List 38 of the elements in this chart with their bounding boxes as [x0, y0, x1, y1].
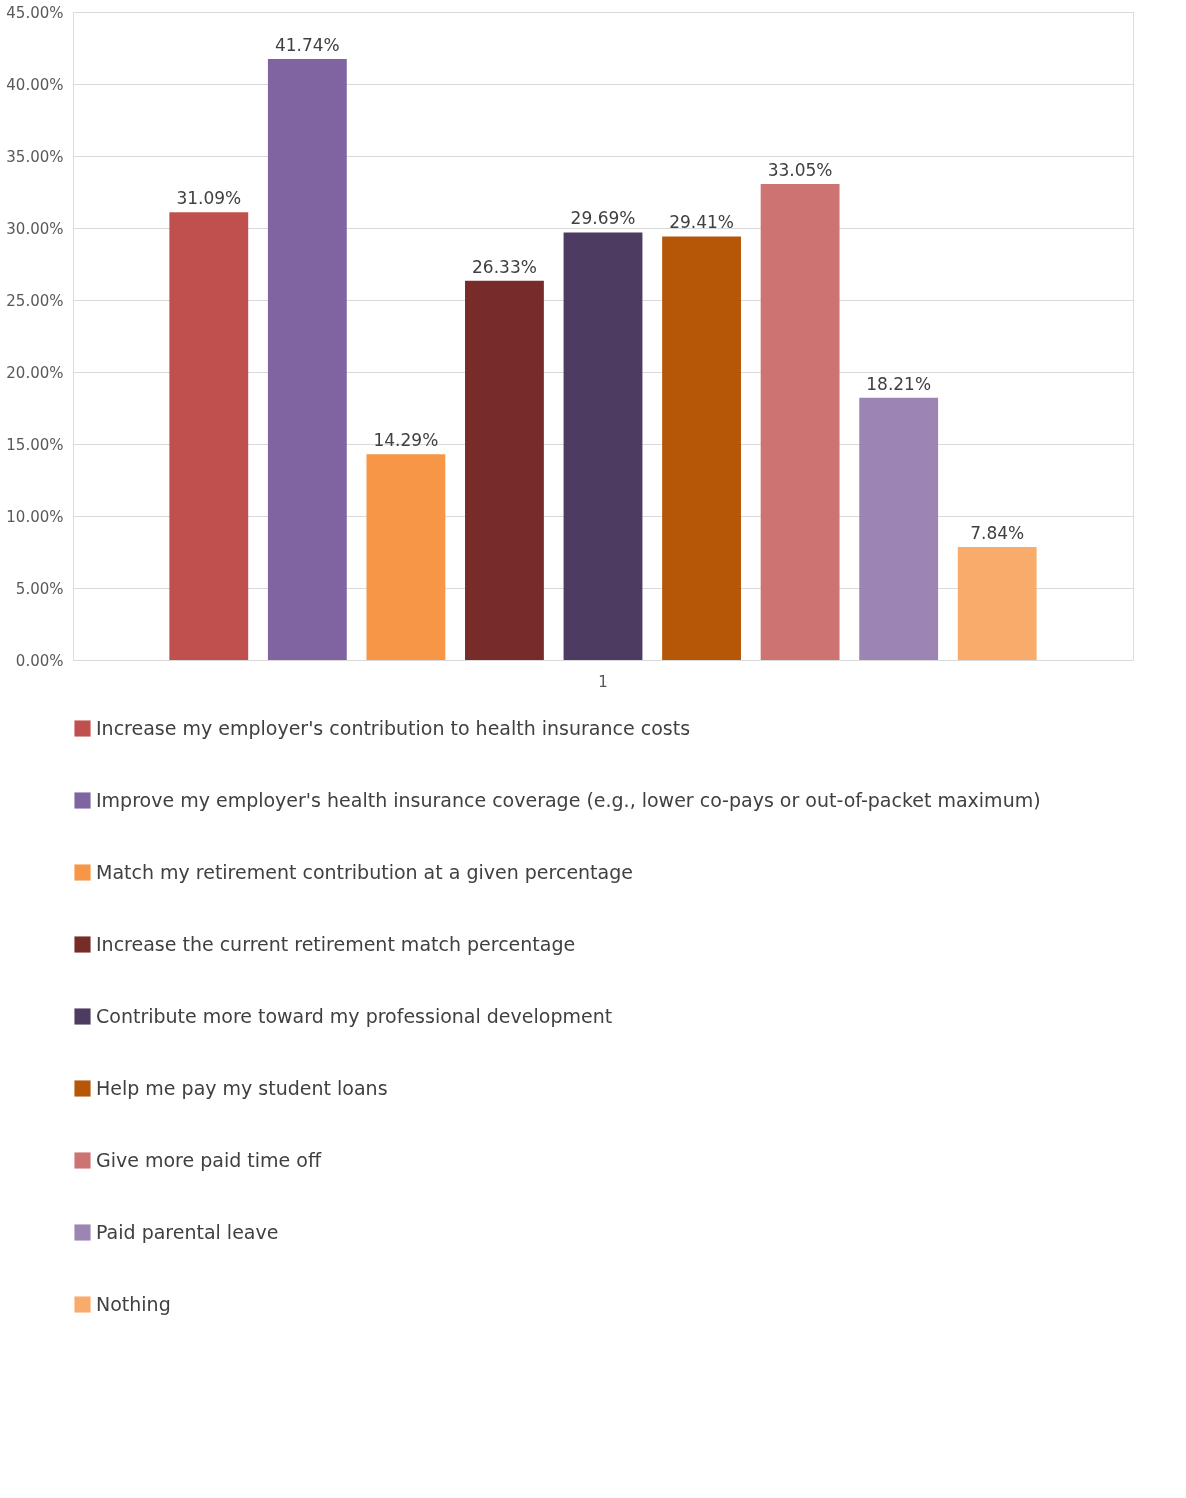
data-label: 29.41% — [669, 212, 734, 233]
legend-label: Nothing — [96, 1292, 171, 1315]
legend-label: Match my retirement contribution at a given percentage — [96, 860, 633, 883]
bar — [760, 184, 840, 660]
y-tick-label: 0.00% — [15, 651, 64, 670]
y-tick-label: 5.00% — [15, 579, 64, 598]
legend-label: Help me pay my student loans — [96, 1076, 388, 1099]
y-tick-label: 35.00% — [6, 147, 64, 166]
y-tick-label: 15.00% — [6, 435, 64, 454]
data-label: 18.21% — [866, 373, 932, 394]
data-label: 7.84% — [970, 523, 1025, 544]
bar — [662, 236, 741, 660]
bar — [169, 212, 249, 660]
y-tick-label: 20.00% — [6, 363, 64, 382]
legend-label: Paid parental leave — [96, 1220, 279, 1243]
legend-label: Increase my employer's contribution to health insurance costs — [96, 716, 691, 739]
y-tick-label: 10.00% — [6, 507, 64, 526]
legend-label: Give more paid time off — [96, 1148, 322, 1171]
legend-label: Increase the current retirement match percentage — [96, 932, 576, 955]
data-label: 33.05% — [767, 160, 833, 181]
data-label: 29.69% — [570, 208, 636, 229]
x-tick-label: 1 — [598, 672, 608, 691]
bar — [465, 280, 544, 660]
y-tick-label: 25.00% — [6, 291, 64, 310]
data-label: 14.29% — [373, 430, 439, 451]
legend-label: Improve my employer's health insurance coverage (e.g., lower co-pays or out-of-packet maximum) — [96, 788, 1041, 811]
data-label: 41.74% — [274, 34, 340, 55]
data-label: 26.33% — [472, 256, 537, 277]
bar — [859, 397, 939, 660]
bar — [267, 58, 347, 660]
bar — [957, 547, 1037, 660]
data-label: 31.09% — [176, 188, 242, 209]
y-tick-label: 40.00% — [6, 75, 64, 94]
legend-label: Contribute more toward my professional development — [96, 1004, 613, 1027]
y-tick-label: 30.00% — [6, 219, 64, 238]
bar — [563, 232, 643, 660]
y-tick-label: 45.00% — [6, 3, 64, 22]
bar — [366, 454, 446, 660]
